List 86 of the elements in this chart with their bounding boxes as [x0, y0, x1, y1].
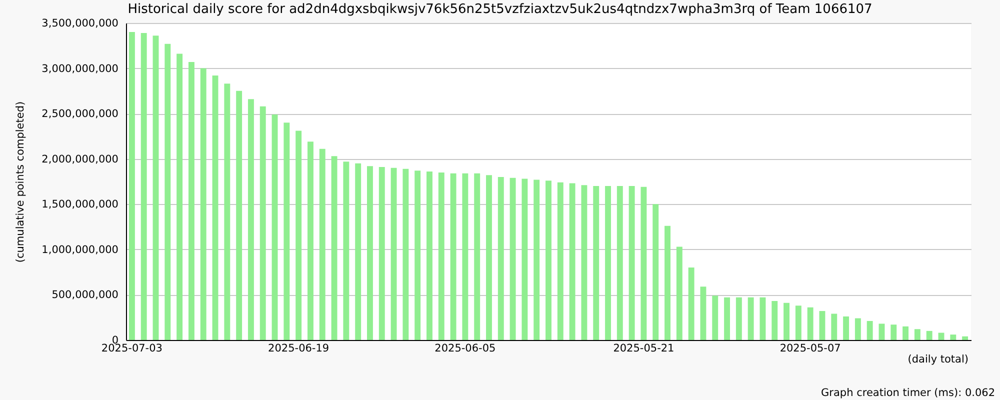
bar — [343, 162, 350, 340]
bar — [712, 296, 718, 340]
y-tick-label: 3,000,000,000 — [42, 62, 118, 75]
bar — [902, 326, 909, 340]
bar — [486, 175, 492, 340]
bar — [534, 180, 540, 340]
bar — [557, 182, 564, 340]
bar — [450, 173, 456, 340]
bar — [200, 68, 206, 340]
bar — [414, 170, 421, 340]
bar — [224, 84, 230, 340]
bar — [140, 32, 147, 340]
y-axis-title: (cumulative points completed) — [14, 101, 26, 263]
chart-title: Historical daily score for ad2dn4dgxsbqikwsjv76k56n25t5vzfziaxtzv5uk2us4qtndzx7wpha3m3rq of Team 1066107 — [128, 2, 872, 17]
bar — [236, 90, 242, 340]
bar — [640, 186, 647, 340]
y-tick-label: 3,500,000,000 — [42, 18, 118, 30]
x-axis-title: (daily total) — [908, 354, 968, 366]
bar — [569, 183, 576, 340]
bar — [688, 268, 694, 340]
bar — [176, 54, 183, 340]
bar — [628, 186, 635, 340]
bar — [938, 332, 944, 340]
bar — [260, 106, 266, 340]
y-tick-label: 1,500,000,000 — [42, 198, 118, 211]
x-tick-label: 2025-05-07 — [780, 342, 841, 354]
bar — [700, 286, 706, 340]
bar — [546, 180, 552, 340]
text: Graph creation timer (ms): 0.062 — [821, 387, 995, 399]
bar — [438, 172, 444, 340]
bar — [284, 122, 290, 340]
bar — [652, 204, 659, 340]
bar — [402, 168, 409, 340]
bar — [474, 173, 480, 340]
y-tick-label: 2,500,000,000 — [42, 108, 118, 120]
bar — [878, 324, 885, 340]
x-tick-label: 2025-06-05 — [434, 342, 496, 354]
y-tick-label: 2,000,000,000 — [42, 153, 118, 166]
bar — [164, 44, 171, 340]
bar — [248, 99, 254, 340]
bar — [962, 336, 968, 340]
bar — [462, 173, 468, 340]
bar — [914, 329, 920, 340]
bar — [784, 302, 790, 340]
bar — [331, 156, 338, 340]
bar — [664, 226, 670, 340]
bar — [319, 148, 326, 340]
y-tick-label: 500,000,000 — [52, 289, 118, 302]
bar — [581, 185, 588, 340]
bar — [819, 311, 826, 340]
bar — [272, 114, 278, 340]
bar — [510, 178, 516, 340]
bar — [128, 32, 135, 340]
bar — [212, 76, 218, 340]
bar — [188, 62, 194, 340]
bar — [926, 330, 932, 340]
bar — [748, 297, 754, 340]
bar — [854, 318, 861, 340]
x-tick-label: 2025-06-19 — [268, 342, 330, 354]
bar — [426, 172, 432, 340]
bar — [843, 316, 850, 340]
y-tick-label: 1,000,000,000 — [42, 244, 118, 256]
bar — [593, 186, 600, 340]
bar — [307, 142, 314, 340]
bar — [866, 320, 873, 340]
bar — [676, 246, 682, 340]
bar — [950, 334, 956, 340]
bar — [498, 176, 504, 340]
bar — [724, 297, 730, 340]
bar — [795, 306, 802, 340]
bar — [605, 186, 611, 340]
bar — [890, 324, 897, 340]
bar — [522, 178, 528, 340]
bar — [378, 167, 385, 340]
bar — [355, 163, 362, 340]
bar — [296, 130, 302, 340]
x-tick-label: 2025-05-21 — [613, 342, 674, 354]
bar — [152, 36, 159, 340]
bar — [367, 166, 373, 340]
bar — [831, 314, 838, 340]
bar — [736, 297, 742, 340]
bar — [390, 168, 397, 340]
bar — [807, 307, 814, 340]
bar — [616, 186, 623, 340]
bar — [772, 301, 778, 340]
bar — [760, 297, 766, 340]
